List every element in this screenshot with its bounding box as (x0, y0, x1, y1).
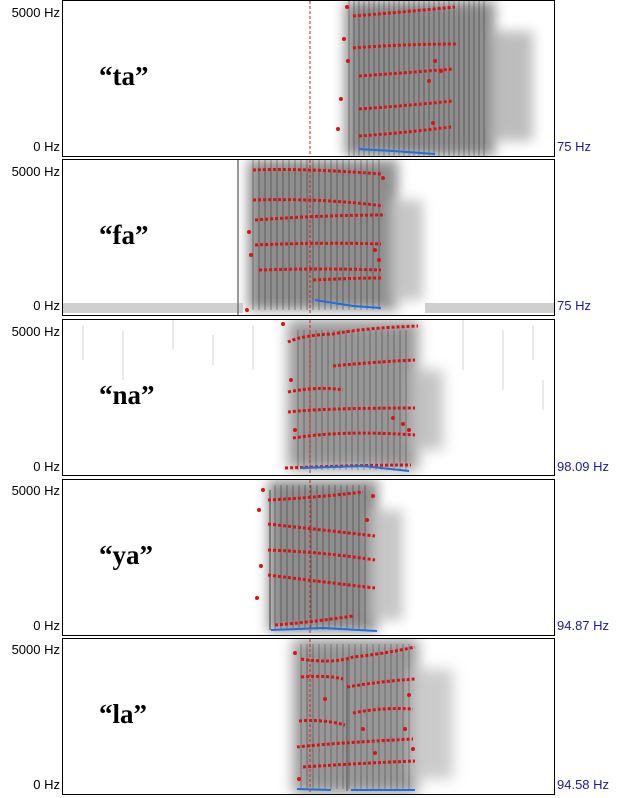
formant-scatter (336, 5, 443, 131)
spectrogram-panel-ta[interactable]: “ta” (62, 0, 555, 157)
word-label: “ya” (99, 540, 153, 570)
spectrogram-panel-fa[interactable]: “fa” (62, 159, 555, 316)
pitch-floor-label: 94.87 Hz (557, 618, 610, 633)
word-label: “na” (99, 380, 155, 410)
pitch-floor-label: 94.58 Hz (557, 777, 610, 792)
formant-scatter (281, 322, 411, 432)
pitch-track (358, 148, 436, 155)
formant-scatter (255, 488, 375, 600)
spectrogram-panel-la[interactable]: “la” (62, 638, 555, 795)
formant-tracks (296, 645, 416, 769)
spectrogram-na (82, 320, 544, 475)
freq-max-label: 5000 Hz (11, 642, 60, 657)
spectrogram-la (293, 639, 453, 794)
word-label: “fa” (99, 220, 149, 250)
spectrogram-ya (255, 480, 403, 635)
pitch-track (296, 788, 415, 791)
formant-scatter (293, 651, 415, 781)
formant-tracks (267, 490, 376, 627)
freq-min-label: 0 Hz (33, 139, 60, 154)
word-label: “la” (99, 699, 148, 729)
spectrogram-fa (63, 160, 554, 315)
freq-max-label: 5000 Hz (11, 5, 60, 20)
freq-max-label: 5000 Hz (11, 164, 60, 179)
pitch-floor-label: 98.09 Hz (557, 459, 610, 474)
pitch-track (300, 464, 410, 472)
formant-scatter (245, 176, 385, 312)
spectrogram-panel-ya[interactable]: “ya” (62, 479, 555, 636)
spectrogram-panel-na[interactable]: “na” (62, 319, 555, 476)
freq-max-label: 5000 Hz (11, 483, 60, 498)
freq-min-label: 0 Hz (33, 298, 60, 313)
pitch-floor-label: 75 Hz (557, 298, 591, 313)
freq-min-label: 0 Hz (33, 459, 60, 474)
pitch-floor-label: 75 Hz (557, 139, 591, 154)
word-label: “ta” (99, 61, 149, 91)
pitch-track (314, 299, 382, 309)
spectrogram-ta (309, 1, 533, 156)
freq-min-label: 0 Hz (33, 777, 60, 792)
formant-tracks (352, 5, 459, 138)
freq-min-label: 0 Hz (33, 618, 60, 633)
pitch-track (270, 626, 378, 632)
freq-max-label: 5000 Hz (11, 324, 60, 339)
formant-tracks (252, 168, 386, 282)
